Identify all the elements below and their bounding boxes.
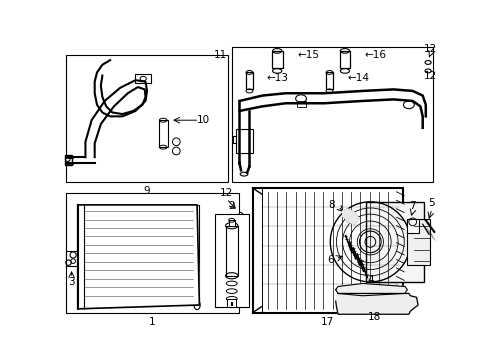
Text: ←13: ←13 [266, 73, 288, 83]
Bar [66, 55, 227, 182]
Bar [252, 188, 402, 313]
Bar [158, 120, 167, 147]
Text: 11: 11 [213, 50, 226, 60]
Bar [245, 72, 253, 89]
Bar [226, 299, 236, 306]
Bar [235, 130, 252, 153]
Bar [407, 219, 418, 233]
Text: 1: 1 [149, 317, 156, 327]
Bar [135, 74, 151, 83]
Text: 12: 12 [423, 71, 436, 81]
Bar [297, 101, 306, 107]
Circle shape [383, 301, 390, 309]
Bar [214, 214, 249, 306]
Circle shape [343, 301, 350, 309]
Text: ←14: ←14 [346, 73, 368, 83]
Bar [366, 202, 424, 282]
Polygon shape [335, 283, 407, 296]
Text: 10: 10 [196, 115, 209, 125]
Text: 5: 5 [428, 198, 434, 208]
Text: 9: 9 [143, 186, 150, 196]
Text: 12: 12 [423, 44, 436, 54]
Bar [64, 155, 71, 165]
Polygon shape [342, 209, 358, 224]
Text: ←16: ←16 [364, 50, 386, 60]
Text: 3: 3 [68, 277, 75, 287]
Polygon shape [335, 293, 417, 314]
Bar [325, 72, 333, 89]
Text: 18: 18 [367, 311, 380, 321]
Bar [271, 51, 282, 68]
Bar [406, 219, 429, 265]
Circle shape [402, 301, 409, 309]
Text: ←15: ←15 [297, 50, 319, 60]
Polygon shape [78, 205, 199, 309]
Text: 4: 4 [366, 275, 373, 285]
Bar [231, 47, 432, 182]
Bar [66, 251, 80, 266]
Circle shape [362, 301, 369, 309]
Text: 17: 17 [320, 317, 333, 327]
Bar [339, 51, 349, 68]
Text: 8: 8 [328, 200, 334, 210]
Bar [225, 226, 238, 276]
Text: 7: 7 [408, 202, 415, 211]
Text: 6: 6 [326, 255, 333, 265]
Bar [66, 193, 239, 313]
Text: 12: 12 [219, 188, 232, 198]
Bar [193, 205, 199, 305]
Text: 2: 2 [228, 202, 235, 211]
Bar [228, 220, 234, 226]
